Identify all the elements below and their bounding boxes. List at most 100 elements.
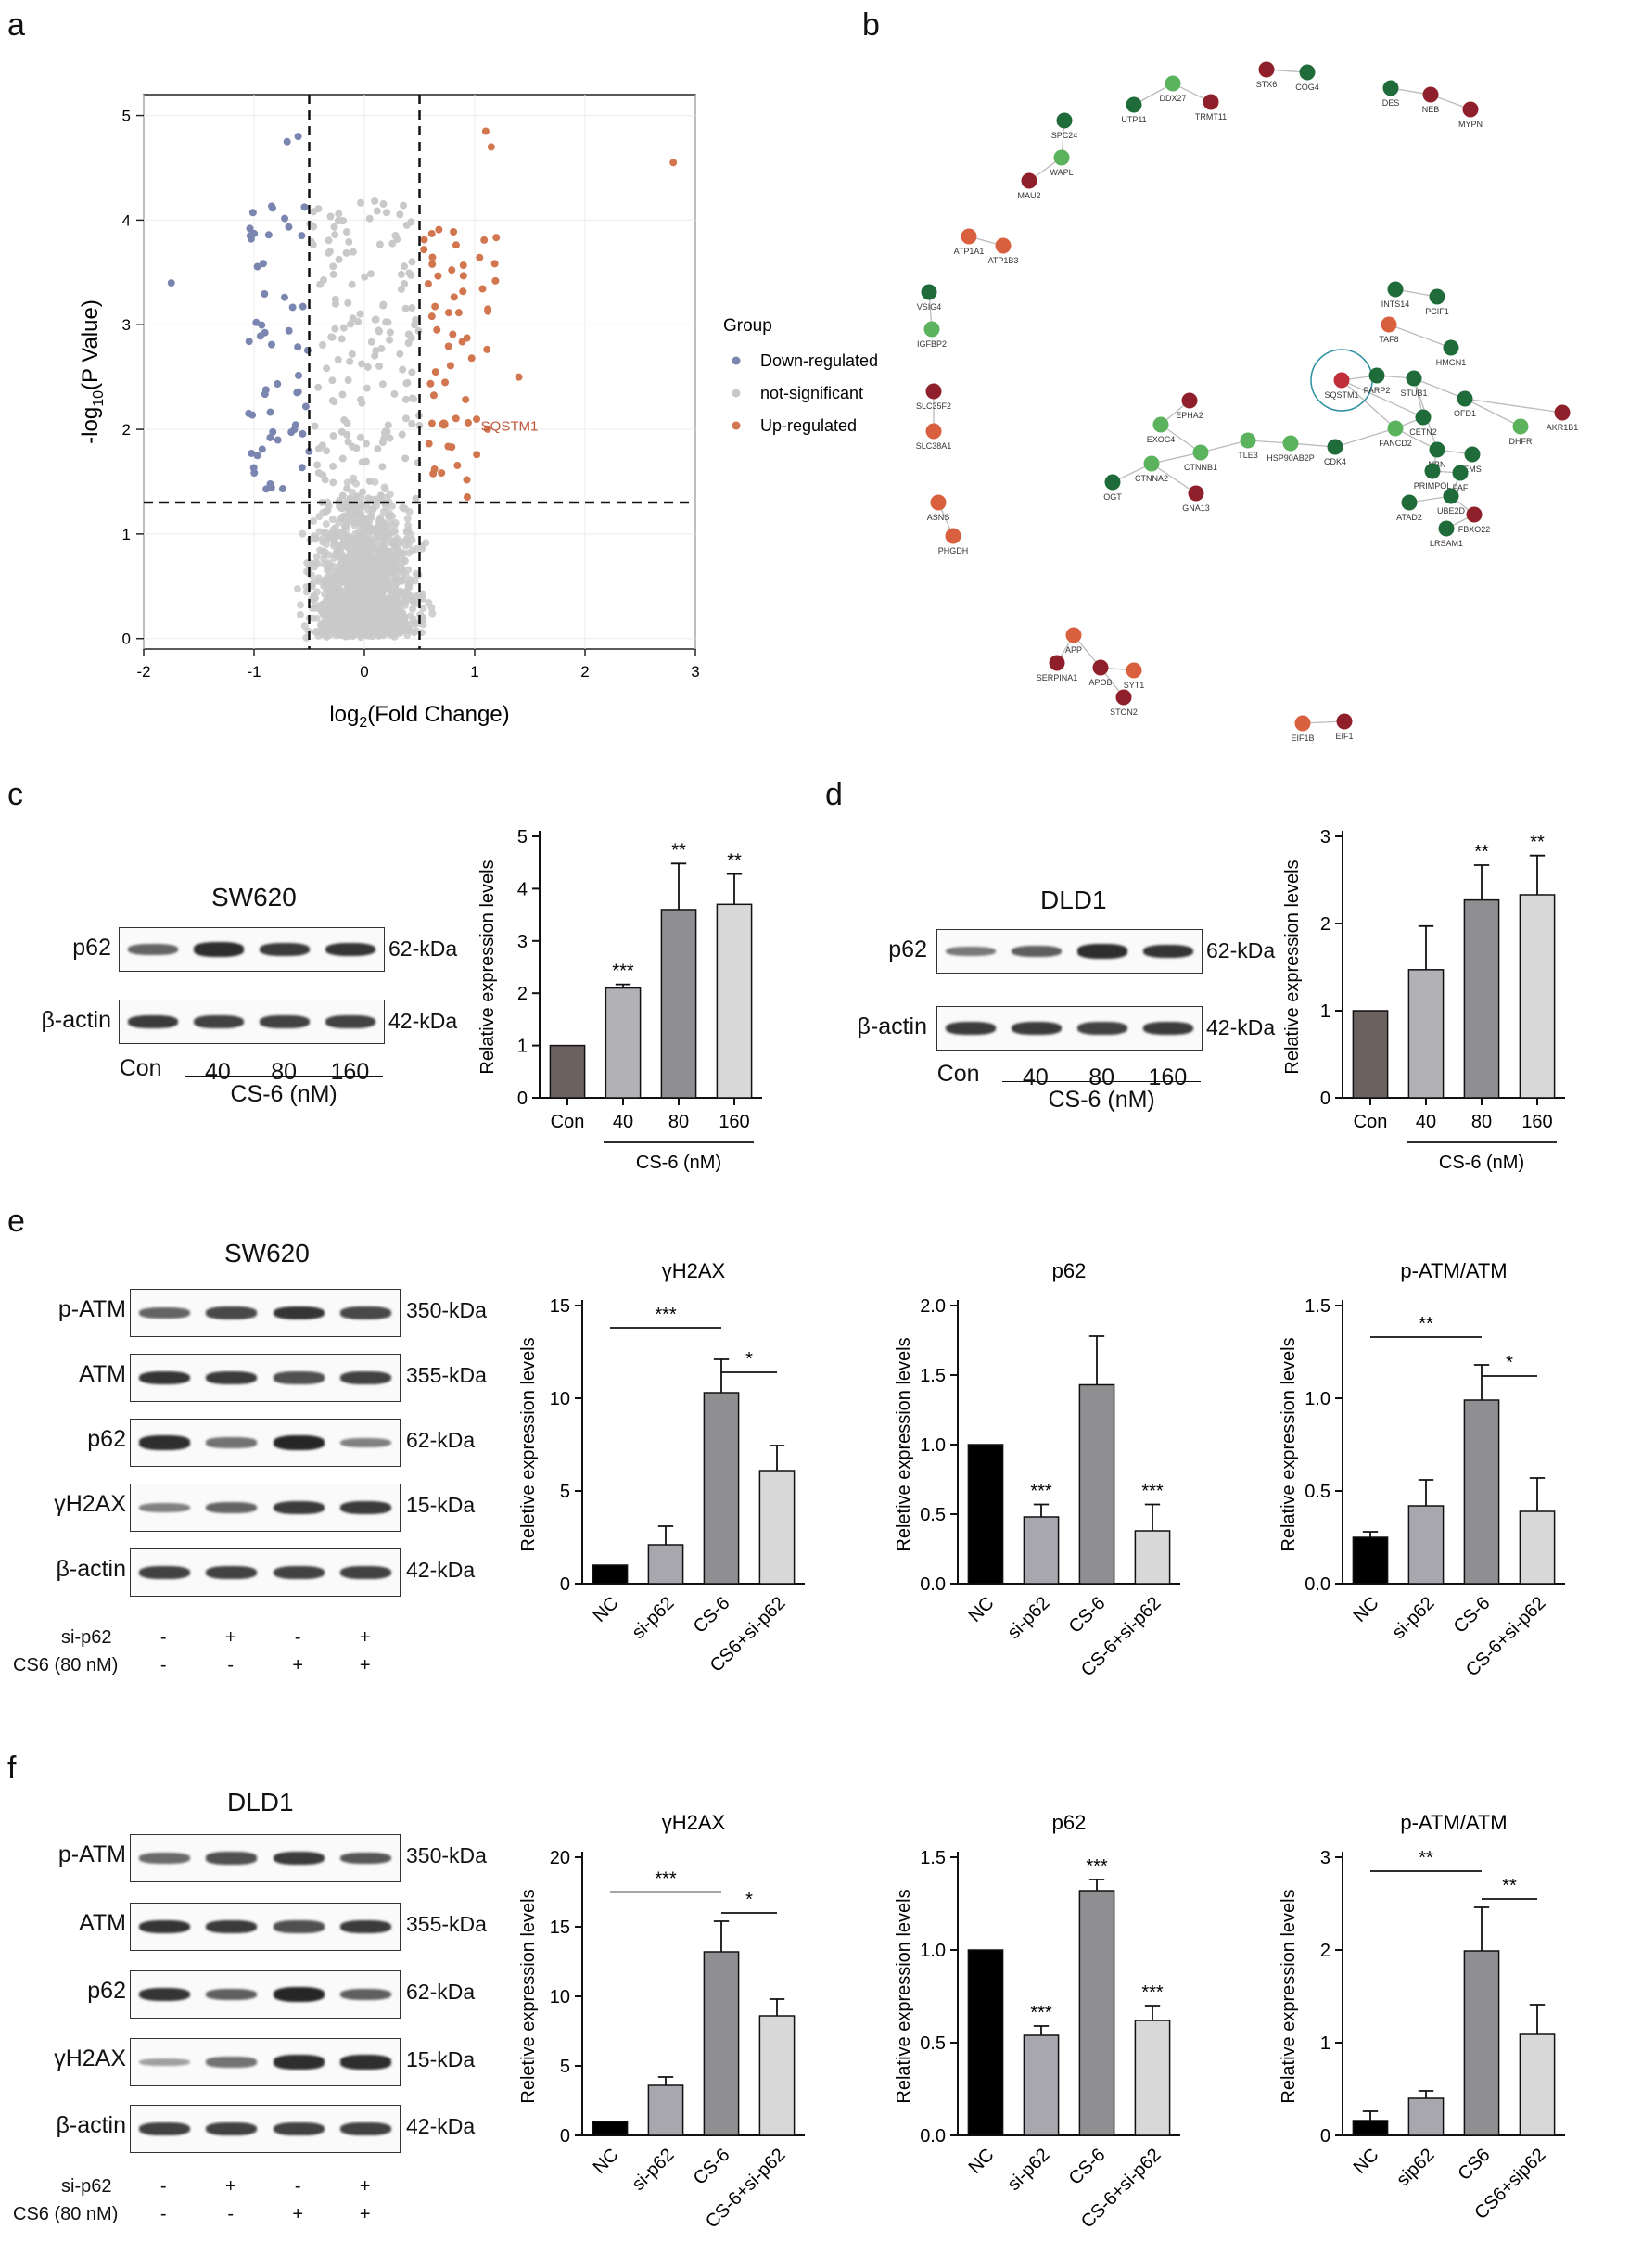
blot-row-label: p-ATM	[57, 1296, 126, 1322]
bar-y-tick-label: 10	[550, 1987, 570, 2007]
bar-y-tick-label: 1.0	[920, 1941, 946, 1961]
network-edge	[1151, 452, 1202, 465]
network-edge	[1341, 379, 1424, 418]
volcano-points	[167, 127, 678, 642]
volcano-point-ns	[368, 507, 376, 516]
bar	[647, 2084, 684, 2136]
bar-significance-label: ***	[1030, 2003, 1052, 2023]
volcano-point-up	[459, 261, 467, 270]
volcano-point-ns	[362, 515, 370, 523]
volcano-point-ns	[323, 621, 331, 630]
volcano-point-ns	[375, 240, 384, 248]
blot-membrane	[130, 1903, 401, 1951]
volcano-point-ns	[337, 504, 346, 513]
volcano-point-down	[248, 209, 257, 217]
volcano-point-ns	[331, 538, 339, 546]
volcano-point-down	[303, 346, 312, 354]
blot-membrane	[130, 1484, 401, 1532]
bar-y-tick-label: 1.0	[1305, 1389, 1330, 1409]
volcano-point-ns	[343, 478, 351, 487]
volcano-point-ns	[363, 566, 372, 574]
blot-row-label: ATM	[79, 1361, 126, 1387]
volcano-point-ns	[328, 376, 337, 385]
blot-kda-label: 42-kDa	[406, 1558, 476, 1582]
volcano-point-up	[435, 225, 443, 234]
bar	[1078, 1383, 1115, 1585]
volcano-point-ns	[365, 495, 374, 503]
network-node-label: DES	[1382, 98, 1400, 108]
volcano-point-ns	[371, 197, 379, 205]
network-node-label: EXOC4	[1147, 435, 1176, 444]
network-node	[1406, 370, 1422, 387]
volcano-point-ns	[319, 471, 327, 479]
bar	[1352, 1536, 1389, 1585]
network-node	[1104, 474, 1121, 491]
volcano-point-ns	[399, 609, 407, 618]
volcano-point-down	[252, 318, 261, 326]
volcano-point-ns	[330, 223, 338, 231]
volcano-point-ns	[362, 457, 370, 465]
volcano-legend-title: Group	[723, 316, 772, 336]
volcano-point-ns	[340, 533, 349, 542]
bar-category-label: CS6	[1454, 2145, 1494, 2185]
network-edge	[1334, 427, 1396, 448]
volcano-point-ns	[396, 210, 404, 219]
volcano-point-ns	[357, 510, 365, 518]
network-node-label: HSP90AB2P	[1267, 453, 1315, 463]
network-node	[1464, 446, 1481, 463]
blot-cell-title: DLD1	[227, 1788, 294, 1816]
volcano-point-ns	[330, 398, 338, 406]
blot-treatment-line	[1002, 1081, 1201, 1082]
bar-category-label: NC	[590, 1593, 623, 1626]
bar	[660, 909, 697, 1099]
network-node-label: FBXO22	[1458, 525, 1491, 534]
blot-membrane	[130, 1834, 401, 1882]
network-node	[1438, 520, 1455, 537]
volcano-point-ns	[384, 421, 392, 429]
volcano-point-ns	[329, 576, 337, 584]
volcano-point-outlier	[294, 133, 302, 141]
volcano-point-ns	[401, 414, 410, 423]
volcano-point-down	[298, 232, 306, 240]
network-node-label: NBN	[1428, 460, 1445, 469]
volcano-point-ns	[365, 477, 374, 485]
volcano-legend-swatch	[732, 421, 741, 430]
bar	[703, 1951, 740, 2136]
network-node	[1056, 112, 1073, 129]
volcano-point-up	[467, 354, 476, 363]
network-node	[1240, 432, 1256, 449]
volcano-point-ns	[403, 515, 412, 523]
volcano-point-ns	[329, 262, 337, 271]
blot-lane-label: 160	[330, 1059, 370, 1085]
bar	[1519, 2033, 1556, 2136]
blot-membrane	[130, 1970, 401, 2019]
bar-significance-label: ***	[1030, 1482, 1052, 1502]
network-edge	[1151, 463, 1197, 494]
network-node	[1126, 96, 1142, 113]
network-node	[1452, 465, 1469, 481]
volcano-point-ns	[352, 608, 361, 617]
network-node-label: LRSAM1	[1430, 539, 1463, 548]
volcano-point-ns	[319, 276, 327, 285]
volcano-point-ns	[383, 209, 391, 217]
network-node	[1424, 463, 1441, 479]
volcano-point-up	[434, 272, 442, 280]
volcano-point-ns	[404, 339, 413, 348]
volcano-point-up	[490, 260, 499, 268]
network-node-label: SYT1	[1124, 681, 1145, 690]
blot-kda-label: 62-kDa	[1206, 938, 1276, 962]
volcano-point-ns	[401, 454, 410, 463]
bar-significance-label: ***	[655, 1305, 677, 1325]
volcano-point-ns	[371, 619, 379, 628]
network-node-label: AKR1B1	[1547, 423, 1579, 432]
bar-significance-label: **	[727, 851, 742, 872]
volcano-point-ns	[394, 599, 402, 607]
volcano-point-ns	[382, 503, 390, 512]
volcano-point-down	[261, 289, 269, 298]
bar-category-label: CS-6	[690, 2145, 734, 2189]
bar	[716, 903, 753, 1099]
volcano-point-ns	[331, 295, 339, 303]
volcano-point-up	[428, 260, 437, 268]
blot-band	[127, 944, 178, 955]
bar	[605, 987, 642, 1099]
